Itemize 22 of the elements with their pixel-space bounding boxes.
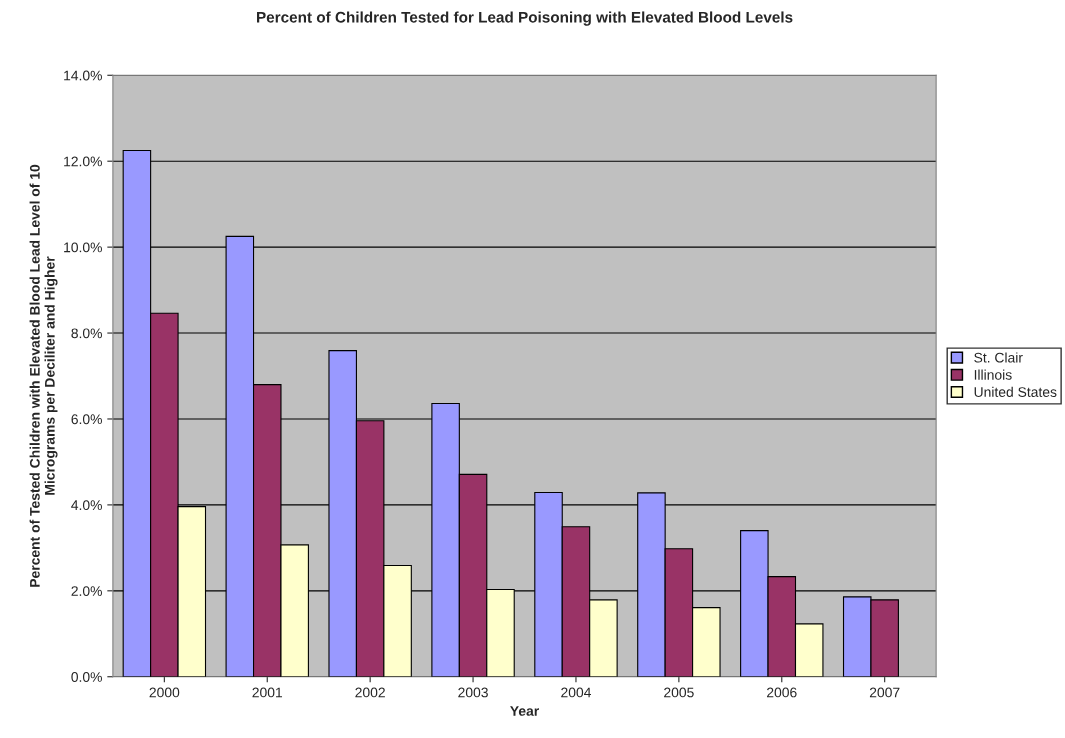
x-axis-title: Year (510, 706, 539, 716)
y-tick-label: 8.0% (71, 328, 102, 339)
y-axis-title: Percent of Tested Children with Elevated Blood Lead Level of 10 Micrograms per Deciliter and Higher (29, 164, 58, 587)
y-tick-label: 6.0% (71, 414, 102, 425)
y-tick-label: 4.0% (71, 500, 102, 511)
x-tick-label: 2005 (664, 687, 694, 698)
y-tick-label: 10.0% (64, 242, 102, 253)
y-tick-label: 14.0% (64, 70, 102, 81)
x-tick-label: 2001 (252, 687, 283, 698)
x-tick-label: 2006 (767, 687, 797, 698)
legend-label: United States (974, 386, 1057, 397)
legend-label: Illinois (974, 369, 1012, 380)
x-tick-label: 2002 (355, 687, 385, 698)
x-tick-label: 2000 (149, 687, 180, 698)
x-tick-label: 2007 (869, 687, 900, 698)
y-tick-label: 0.0% (71, 672, 102, 682)
x-tick-label: 2003 (458, 687, 488, 698)
legend-label: St. Clair (974, 352, 1023, 363)
y-tick-label: 12.0% (64, 156, 102, 167)
x-tick-label: 2004 (561, 687, 592, 698)
y-tick-label: 2.0% (71, 586, 102, 596)
chart-title: Percent of Children Tested for Lead Poisoning with Elevated Blood Levels (257, 11, 793, 26)
